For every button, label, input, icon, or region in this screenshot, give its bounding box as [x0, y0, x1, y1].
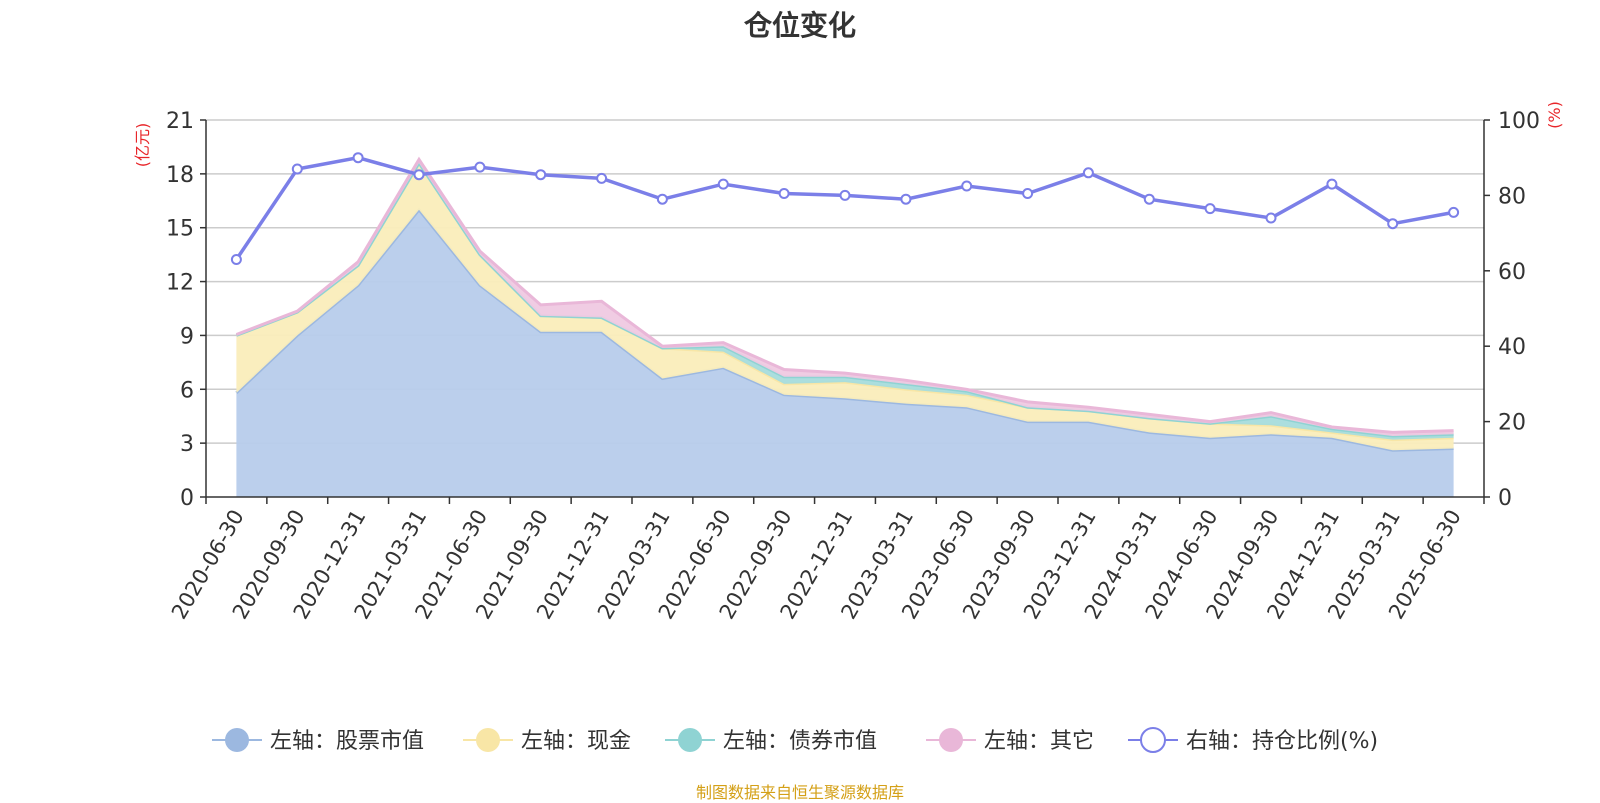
holding-ratio-point	[230, 254, 242, 265]
legend-swatch-marker	[1140, 727, 1166, 753]
holding-ratio-point	[1082, 167, 1094, 179]
holding-ratio-point	[961, 180, 973, 192]
holding-ratio-point	[1326, 178, 1338, 190]
left-axis-unit: (亿元)	[133, 123, 152, 168]
left-axis-tick-label: 3	[180, 432, 194, 457]
right-axis-unit: (%)	[1545, 101, 1564, 129]
right-axis-tick-label: 40	[1498, 335, 1526, 360]
line-layer	[230, 152, 1460, 265]
left-axis-tick-label: 15	[166, 217, 194, 242]
area-series-1	[236, 209, 1454, 498]
holding-ratio-point	[1204, 203, 1216, 215]
holding-ratio-point	[839, 189, 851, 201]
legend-swatch-marker	[476, 728, 500, 752]
left-axis-tick-label: 6	[180, 378, 194, 403]
holding-ratio-point	[1448, 206, 1460, 218]
right-axis-tick-label: 0	[1498, 486, 1512, 511]
right-axis-tick-label: 60	[1498, 260, 1526, 285]
area-layer	[235, 156, 1454, 498]
area-series-2	[236, 163, 1454, 451]
source-note: 制图数据来自恒生聚源数据库	[695, 783, 904, 802]
right-axis-tick-label: 20	[1498, 411, 1526, 436]
legend-label: 左轴：其它	[984, 729, 1094, 754]
left-axis-tick-label: 0	[180, 486, 194, 511]
legend-label: 左轴：债券市值	[723, 729, 877, 754]
area-series-4-line	[235, 156, 1454, 434]
holding-ratio-point	[535, 169, 547, 181]
legend-label: 左轴：股票市值	[270, 729, 424, 754]
left-axis-tick-label: 21	[166, 109, 194, 134]
holding-ratio-point	[656, 193, 668, 205]
legend-label: 左轴：现金	[521, 729, 631, 754]
holding-ratio-point	[1143, 193, 1155, 205]
holding-ratio-point	[596, 172, 608, 184]
holding-ratio-point	[291, 163, 303, 175]
holding-ratio-point	[900, 193, 912, 205]
legend-swatch-marker	[939, 728, 963, 752]
legend-swatch-marker	[225, 728, 249, 752]
holding-ratio-point	[717, 178, 729, 190]
left-axis-tick-label: 12	[166, 271, 194, 296]
holding-ratio-point	[474, 161, 486, 173]
holding-ratio-point	[1387, 218, 1399, 230]
holding-ratio-point	[1265, 212, 1277, 224]
legend-label: 右轴：持仓比例(%)	[1186, 729, 1378, 754]
holding-ratio-point	[413, 169, 425, 181]
right-axis-tick-label: 100	[1498, 109, 1540, 134]
chart-title: 仓位变化	[743, 9, 856, 42]
left-axis-tick-label: 9	[180, 324, 194, 349]
holding-ratio-point	[352, 152, 364, 164]
left-axis-tick-label: 18	[166, 163, 194, 188]
legend-swatch-marker	[678, 728, 702, 752]
holding-ratio-point	[1022, 188, 1034, 199]
right-axis-tick-label: 80	[1498, 184, 1526, 209]
holding-ratio-point	[778, 188, 790, 199]
legend: 左轴：股票市值 左轴：现金 左轴：债券市值 左轴：其它 右轴：持仓比例(%)	[212, 727, 1378, 754]
